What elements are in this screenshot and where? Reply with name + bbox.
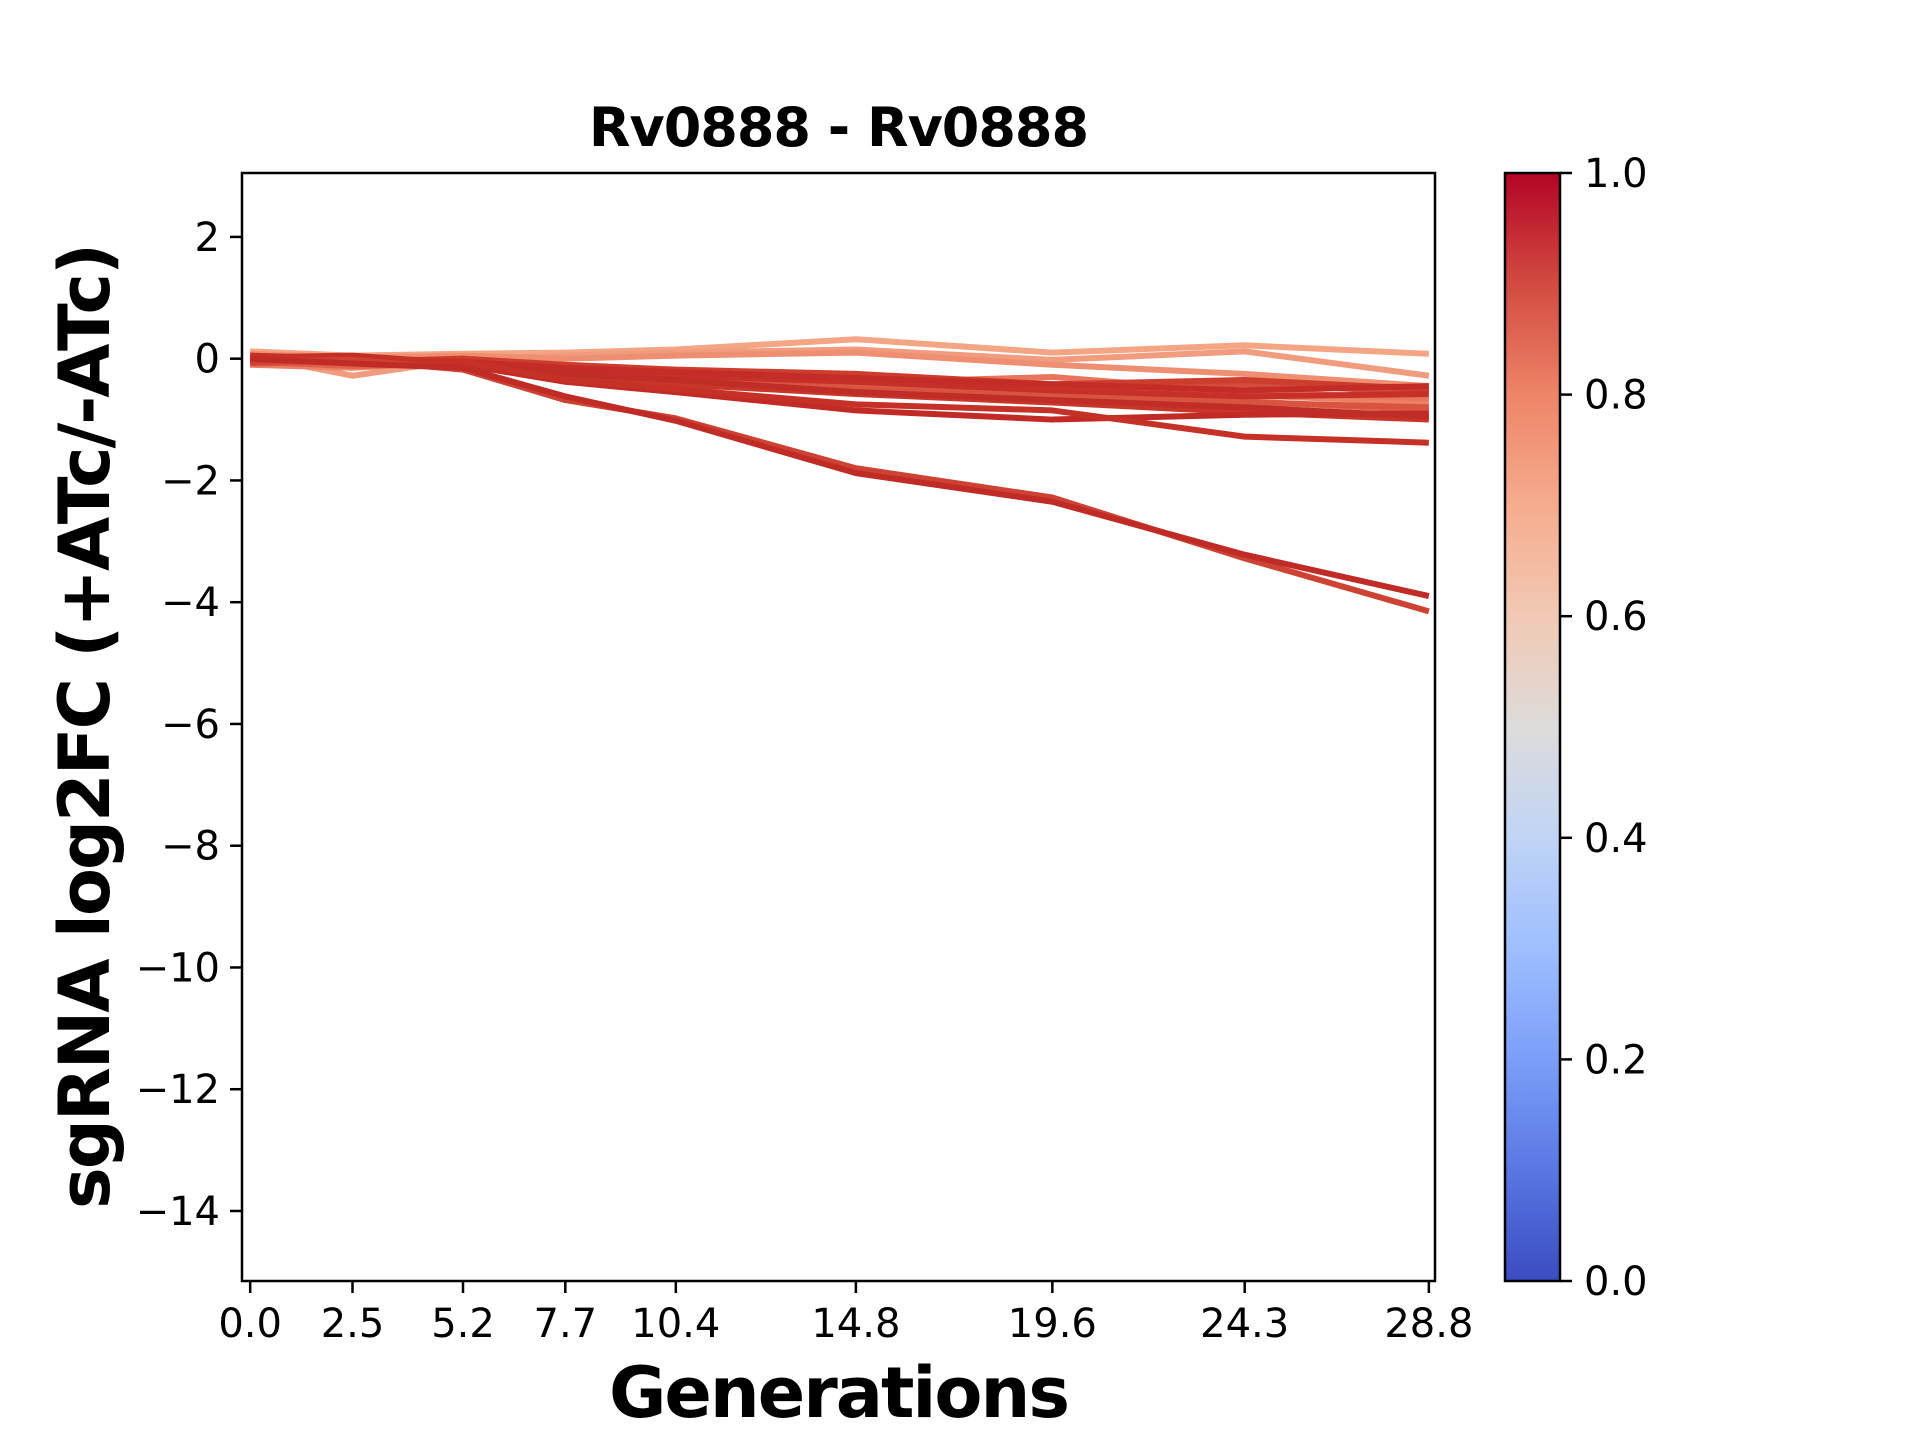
series-line-15 xyxy=(250,352,1429,446)
y-tick-label: −6 xyxy=(161,702,220,748)
y-axis-label: sgRNA log2FC (+ATc/-ATc) xyxy=(44,245,126,1209)
series-line-17 xyxy=(250,355,1430,600)
y-tick-label: −8 xyxy=(161,824,220,870)
x-tick-label: 14.8 xyxy=(811,1301,900,1347)
y-tick-label: 0 xyxy=(195,337,220,383)
colorbar-gradient xyxy=(1505,173,1560,1281)
y-tick-label: −14 xyxy=(136,1189,220,1235)
x-tick-label: 19.6 xyxy=(1008,1301,1097,1347)
x-tick-label: 0.0 xyxy=(218,1301,282,1347)
colorbar-tick-label: 0.0 xyxy=(1584,1259,1648,1305)
x-tick-label: 7.7 xyxy=(534,1301,598,1347)
y-tick-label: −4 xyxy=(161,580,220,626)
colorbar-tick-label: 0.4 xyxy=(1584,816,1648,862)
plot-frame xyxy=(240,171,1437,1283)
x-tick-label: 28.8 xyxy=(1384,1301,1473,1347)
y-tick-label: −10 xyxy=(136,945,220,991)
x-tick-label: 2.5 xyxy=(321,1301,385,1347)
x-tick-label: 5.2 xyxy=(431,1301,495,1347)
colorbar-tick-label: 1.0 xyxy=(1584,151,1648,197)
colorbar-frame xyxy=(1503,171,1562,1283)
colorbar-tick-label: 0.6 xyxy=(1584,594,1648,640)
y-tick-label: −2 xyxy=(161,458,220,504)
x-axis-label: Generations xyxy=(608,1352,1070,1434)
x-tick-label: 10.4 xyxy=(631,1301,720,1347)
colorbar-tick-label: 0.8 xyxy=(1584,373,1648,419)
chart-title: Rv0888 - Rv0888 xyxy=(588,96,1089,159)
series-line-02 xyxy=(249,346,1430,379)
y-tick-label: 2 xyxy=(195,215,220,261)
colorbar-tick-label: 0.2 xyxy=(1584,1037,1648,1083)
x-tick-label: 24.3 xyxy=(1200,1301,1289,1347)
y-tick-label: −12 xyxy=(136,1067,220,1113)
